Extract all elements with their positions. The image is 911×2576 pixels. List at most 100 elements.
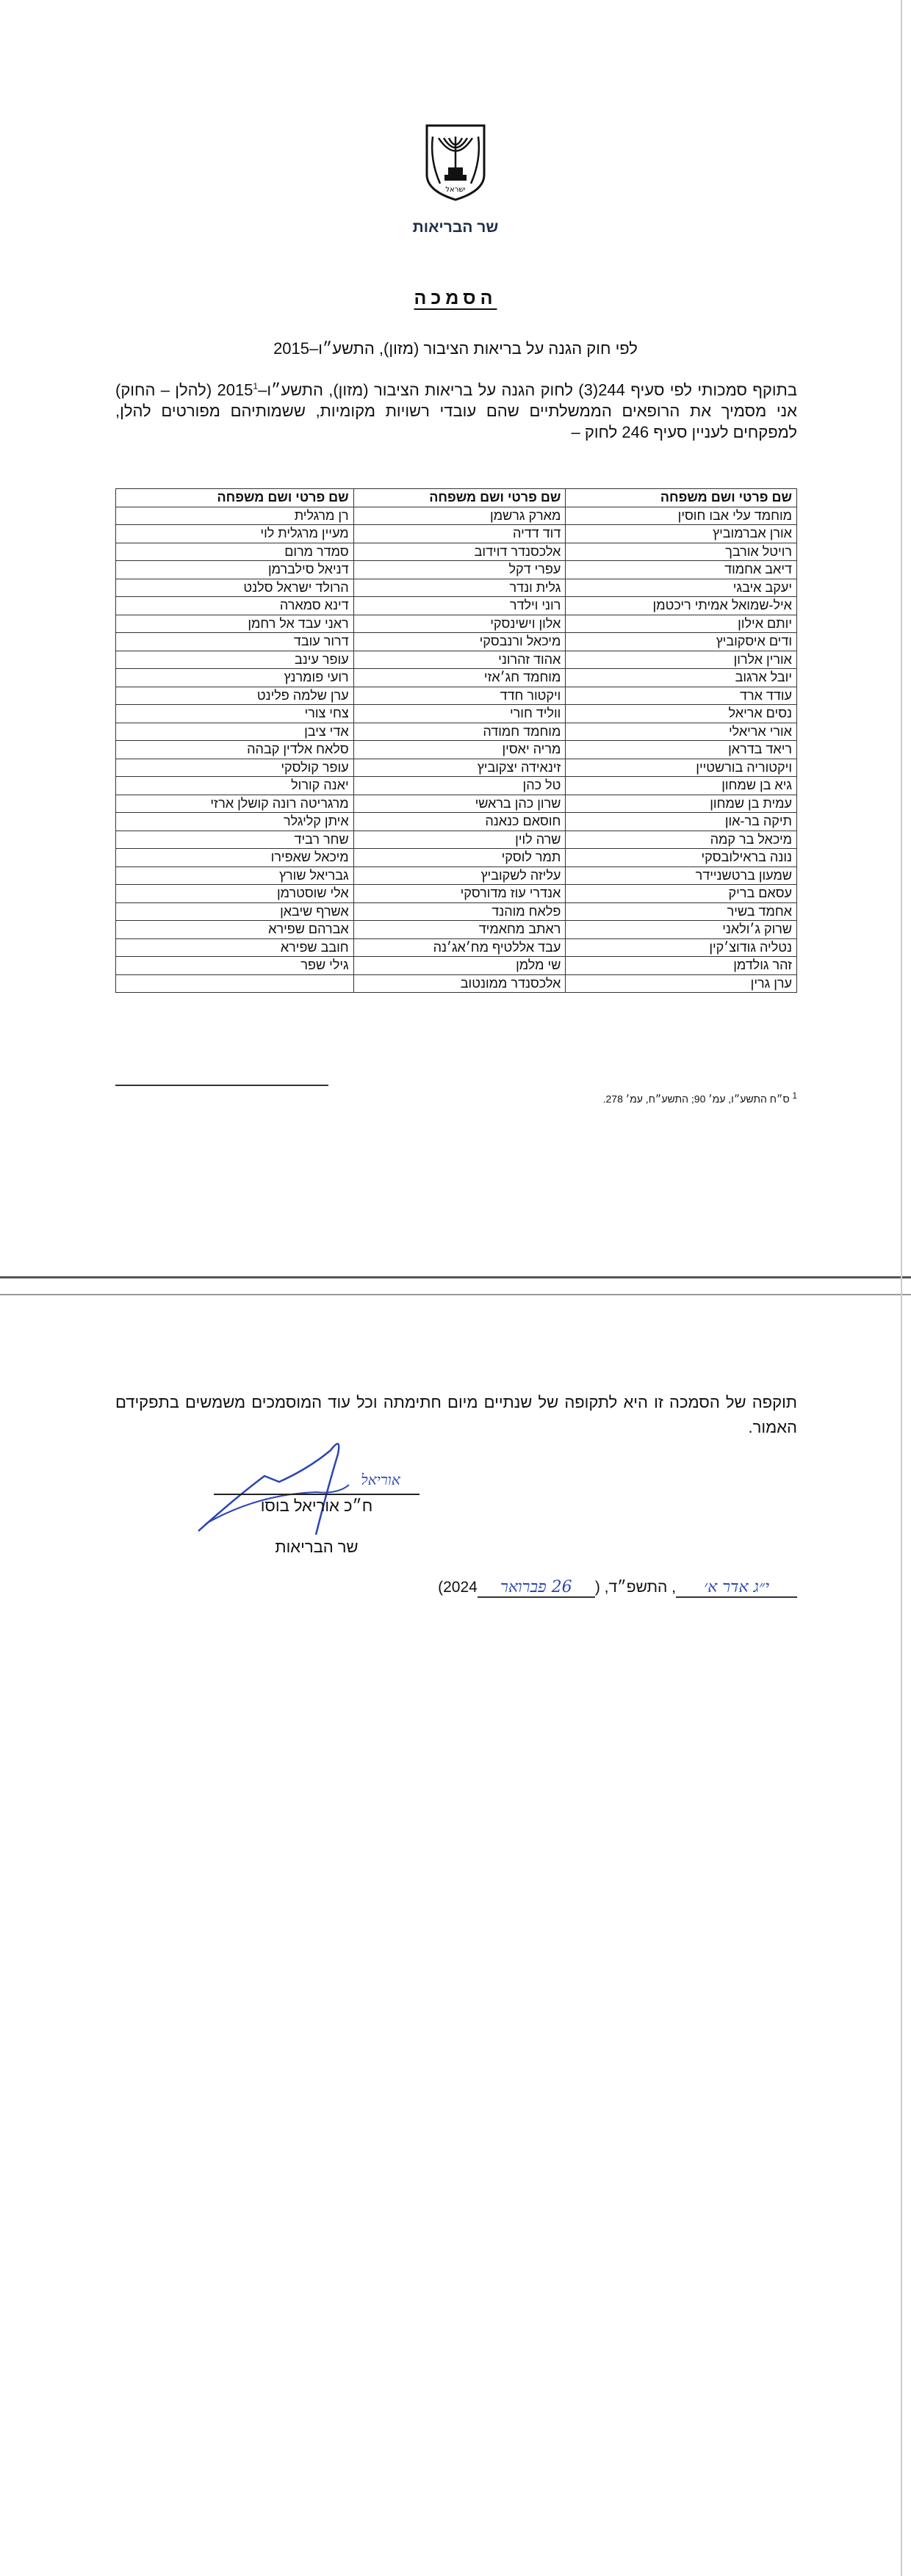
- name-cell: מרגריטה רונה קושלן ארזי: [115, 794, 354, 813]
- table-row: יעקב איבגי גלית ונדר הרולד ישראל סלנט: [115, 578, 797, 597]
- name-cell: אלכסנדר דוידוב: [353, 542, 566, 561]
- name-cell: אורן אברמוביץ: [565, 524, 797, 543]
- name-cell: זינאידה יצקוביץ: [353, 758, 566, 777]
- name-cell: חוסאם כנאנה: [353, 812, 566, 831]
- name-cell: נסים אריאל: [565, 704, 797, 723]
- column-header: שם פרטי ושם משפחה: [115, 488, 354, 507]
- name-cell: ווליד חורי: [353, 704, 566, 723]
- table-row: זהר גולדמן שי מלמן גילי שפר: [115, 956, 797, 975]
- page-edge: [901, 0, 902, 2576]
- signer-name: ח״כ אוריאל בוסו: [260, 1497, 373, 1515]
- name-cell: מיכאל בר קמה: [565, 830, 797, 849]
- document-subtitle: לפי חוק הגנה על בריאות הציבור (מזון), הת…: [273, 339, 638, 358]
- paragraph-text-start: בתוקף סמכותי לפי סעיף 244(3) לחוק הגנה ע…: [217, 380, 797, 399]
- name-cell: פלאח מוהנד: [353, 902, 566, 921]
- name-cell: אנדרי עוז מדורסקי: [353, 884, 566, 903]
- name-cell: אהוד זהרוני: [353, 650, 566, 669]
- name-cell: עפרי דקל: [353, 560, 566, 579]
- page-separator: [0, 1294, 911, 1295]
- table-row: דיאב אחמוד עפרי דקל דניאל סילברמן: [115, 560, 797, 579]
- name-cell: יותם אילון: [565, 614, 797, 633]
- hebrew-date-handwritten: י״ג אדר א׳: [676, 1577, 797, 1598]
- table-row: אחמד בשיר פלאח מוהנד אשרף שיבאן: [115, 902, 797, 921]
- name-cell: עבד אללטיף מח׳אג׳נה: [353, 938, 566, 957]
- name-cell: אלי שוסטרמן: [115, 884, 354, 903]
- table-row: עודד ארד ויקטור חדד ערן שלמה פלינט: [115, 686, 797, 705]
- table-row: ערן גרין אלכסנדר ממונטוב: [115, 974, 797, 993]
- name-cell: זהר גולדמן: [565, 956, 797, 975]
- name-cell: ריאד בדראן: [565, 740, 797, 759]
- table-row: איל-שמואל אמיתי ריכטמן רוני וילדר דינא סמא…: [115, 596, 797, 615]
- name-cell: רועי פומרנץ: [115, 668, 354, 687]
- name-cell: ערן גרין: [565, 974, 797, 993]
- name-cell: ויקטוריה בורשטיין: [565, 758, 797, 777]
- table-row: שרוק ג׳ולאני ראתב מחאמיד אברהם שפירא: [115, 920, 797, 939]
- inspectors-names-table: שם פרטי ושם משפחה שם פרטי ושם משפחה שם פ…: [115, 488, 797, 993]
- footnote: 1 ס״ח התשע״ו, עמ׳ 90; התשע״ח, עמ׳ 278.: [115, 1091, 797, 1105]
- name-cell: שרה לוין: [353, 830, 566, 849]
- table-row: נונה בראילובסקי תמר לוסקי מיכאל שאפירו: [115, 848, 797, 867]
- name-cell: תמר לוסקי: [353, 848, 566, 867]
- table-row: נסים אריאל ווליד חורי צחי צורי: [115, 704, 797, 723]
- hebrew-year: , התשפ״ד, (: [594, 1579, 676, 1596]
- name-cell: עודד ארד: [565, 686, 797, 705]
- table-row: גיא בן שמחון טל כהן יאנה קורול: [115, 776, 797, 795]
- table-row: נטליה גודוצ׳קין עבד אללטיף מח׳אג׳נה חובב ש…: [115, 938, 797, 957]
- name-cell: ויקטור חדד: [353, 686, 566, 705]
- name-cell: אלכסנדר ממונטוב: [353, 974, 566, 993]
- name-cell: שמעון ברטשניידר: [565, 866, 797, 885]
- table-row: מוחמד עלי אבו חוסין מארק גרשמן רן מרגלית: [115, 506, 797, 525]
- name-cell: דוד דדיה: [353, 524, 566, 543]
- table-row: ריאד בדראן מריה יאסין סלאח אלדין קבהה: [115, 740, 797, 759]
- name-cell: מארק גרשמן: [353, 506, 566, 525]
- name-cell: איל-שמואל אמיתי ריכטמן: [565, 596, 797, 615]
- footnote-reference: 1: [253, 381, 259, 391]
- name-cell: ראני עבד אל רחמן: [115, 614, 354, 633]
- name-cell: מוחמד חמודה: [353, 722, 566, 741]
- page-separator: [0, 1276, 911, 1278]
- table-row: ודים איסקוביץ מיכאל ורנבסקי דרור עובד: [115, 632, 797, 651]
- svg-text:אוריאל: אוריאל: [361, 1471, 401, 1488]
- name-cell: אלון וישינסקי: [353, 614, 566, 633]
- name-cell: ראתב מחאמיד: [353, 920, 566, 939]
- name-cell: שרון כהן בראשי: [353, 794, 566, 813]
- name-cell: אדי ציבן: [115, 722, 354, 741]
- name-cell: שי מלמן: [353, 956, 566, 975]
- name-cell: רוני וילדר: [353, 596, 566, 615]
- name-cell: עמית בן שמחון: [565, 794, 797, 813]
- name-cell: טל כהן: [353, 776, 566, 795]
- name-cell: דינא סמארה: [115, 596, 354, 615]
- table-row: יובל ארגוב מוחמד חג׳אזי רועי פומרנץ: [115, 668, 797, 687]
- name-cell: שרוק ג׳ולאני: [565, 920, 797, 939]
- name-cell: מוחמד עלי אבו חוסין: [565, 506, 797, 525]
- paragraph-text-end: (להלן – החוק) אני מסמיך את הרופאים הממשל…: [115, 380, 797, 442]
- name-cell: גילי שפר: [115, 956, 354, 975]
- handwritten-signature: אוריאל: [198, 1443, 401, 1535]
- name-cell: עסאם בריק: [565, 884, 797, 903]
- name-cell: עופר עינב: [115, 650, 354, 669]
- signer-role: שר הבריאות: [275, 1538, 359, 1556]
- name-cell: נונה בראילובסקי: [565, 848, 797, 867]
- name-cell: חובב שפירא: [115, 938, 354, 957]
- authorization-paragraph: בתוקף סמכותי לפי סעיף 244(3) לחוק הגנה ע…: [115, 376, 797, 443]
- name-cell: ערן שלמה פלינט: [115, 686, 354, 705]
- name-cell: יעקב איבגי: [565, 578, 797, 597]
- table-row: תיקה בר-און חוסאם כנאנה איתן קליגלר: [115, 812, 797, 831]
- signature-line: [214, 1494, 420, 1495]
- gregorian-year: 2024): [438, 1579, 478, 1596]
- footnote-marker: 1: [792, 1091, 797, 1101]
- svg-text:ישראל: ישראל: [445, 186, 465, 194]
- name-cell: מעיין מרגלית לוי: [115, 524, 354, 543]
- name-cell: ודים איסקוביץ: [565, 632, 797, 651]
- table-row: ויקטוריה בורשטיין זינאידה יצקוביץ עופר קול…: [115, 758, 797, 777]
- table-header-row: שם פרטי ושם משפחה שם פרטי ושם משפחה שם פ…: [115, 488, 797, 507]
- footnote-divider: [115, 1085, 328, 1086]
- signature-date: י״ג אדר א׳, התשפ״ד, (26 פברואר2024): [433, 1577, 797, 1598]
- name-cell: סלאח אלדין קבהה: [115, 740, 354, 759]
- name-cell: מיכאל שאפירו: [115, 848, 354, 867]
- column-header: שם פרטי ושם משפחה: [565, 488, 797, 507]
- name-cell: אורי אריאלי: [565, 722, 797, 741]
- name-cell: עופר קולסקי: [115, 758, 354, 777]
- name-cell: צחי צורי: [115, 704, 354, 723]
- name-cell: אשרף שיבאן: [115, 902, 354, 921]
